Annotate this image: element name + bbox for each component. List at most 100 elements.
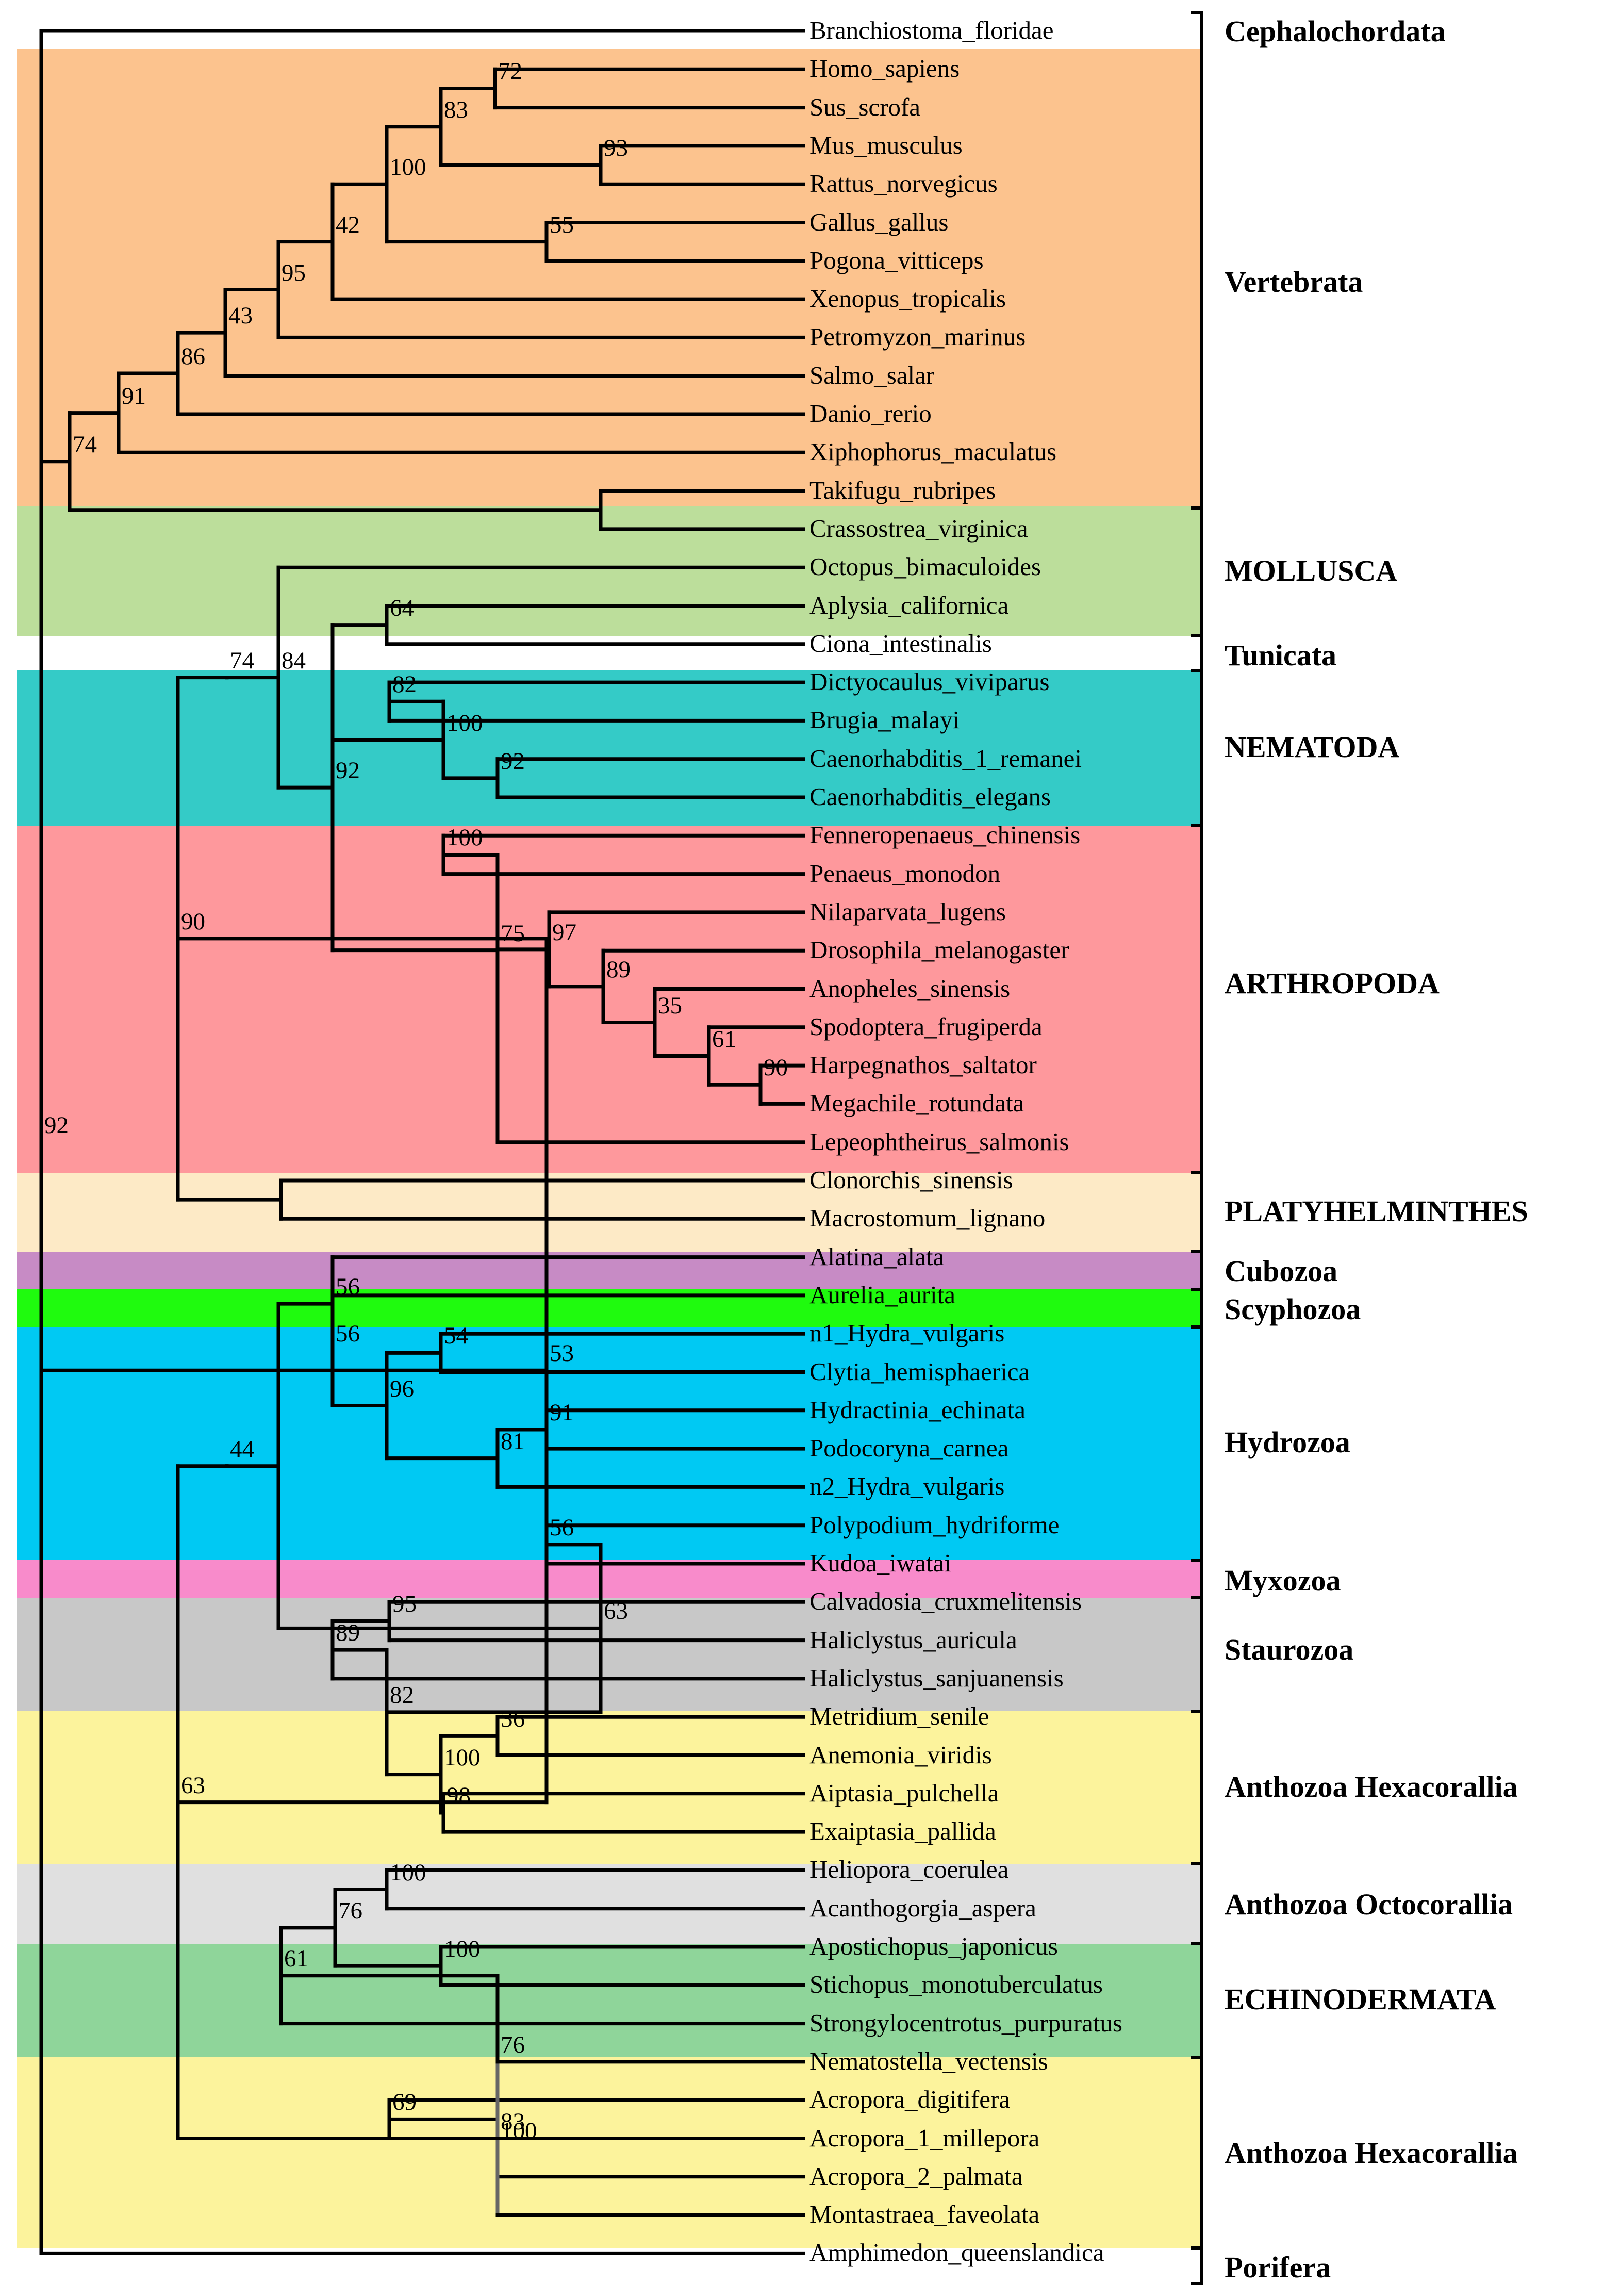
clade-label-myxozoa: Myxozoa: [1225, 1564, 1341, 1597]
taxon-label: Podocoryna_carnea: [809, 1434, 1009, 1463]
taxon-label: Homo_sapiens: [809, 54, 960, 83]
bootstrap-value: 89: [336, 1619, 360, 1647]
bootstrap-value: 64: [390, 594, 414, 621]
bootstrap-value: 95: [392, 1590, 417, 1618]
bootstrap-value: 100: [447, 824, 483, 851]
taxon-label: Clytia_hemisphaerica: [809, 1357, 1030, 1386]
taxon-label: Haliclystus_auricula: [809, 1625, 1017, 1654]
taxon-label: Xiphophorus_maculatus: [809, 437, 1057, 466]
bootstrap-value: 35: [658, 992, 682, 1019]
taxon-label: Stichopus_monotuberculatus: [809, 1970, 1103, 1999]
taxon-label: Takifugu_rubripes: [809, 475, 996, 504]
taxon-label: Megachile_rotundata: [809, 1089, 1024, 1118]
clade-label-echinodermata: ECHINODERMATA: [1225, 1982, 1496, 2016]
band-vertebrata: [17, 49, 1203, 506]
taxon-label: Aurelia_aurita: [809, 1280, 955, 1309]
taxon-label: Aplysia_californica: [809, 591, 1009, 619]
bootstrap-value: 92: [44, 1111, 69, 1139]
taxon-label: Branchiostoma_floridae: [809, 16, 1054, 44]
bootstrap-value: 95: [282, 259, 306, 286]
band-platyhelminthes: [17, 1173, 1203, 1252]
taxon-label: Salmo_salar: [809, 360, 935, 389]
bootstrap-value: 82: [390, 1681, 414, 1709]
taxon-label: Xenopus_tropicalis: [809, 284, 1006, 313]
taxon-label: Metridium_senile: [809, 1702, 989, 1731]
taxon-label: n2_Hydra_vulgaris: [809, 1472, 1005, 1501]
bootstrap-value: 89: [606, 956, 631, 983]
bootstrap-value: 75: [501, 920, 525, 947]
taxon-label: Acropora_2_palmata: [809, 2161, 1023, 2190]
band-echinodermata: [17, 1944, 1203, 2057]
taxon-label: Aiptasia_pulchella: [809, 1778, 999, 1807]
bootstrap-value: 83: [501, 2108, 525, 2135]
bootstrap-value: 56: [336, 1273, 360, 1301]
bootstrap-value: 100: [447, 709, 483, 736]
bootstrap-value: 56: [550, 1514, 574, 1541]
bootstrap-value: 55: [550, 211, 574, 238]
bootstrap-value: 81: [501, 1428, 525, 1455]
bootstrap-value: 76: [501, 2031, 525, 2058]
taxon-label: Acropora_1_millepora: [809, 2123, 1040, 2152]
clade-label-mollusca: MOLLUSCA: [1225, 554, 1398, 587]
taxon-label: Polypodium_hydriforme: [809, 1510, 1060, 1539]
bootstrap-value: 90: [181, 908, 205, 935]
bootstrap-value: 86: [181, 343, 205, 370]
taxon-label: Fenneropenaeus_chinensis: [809, 821, 1081, 849]
bootstrap-value: 74: [230, 647, 254, 674]
bootstrap-value: 92: [501, 747, 525, 775]
bootstrap-value: 100: [390, 154, 426, 181]
band-myxozoa: [17, 1560, 1203, 1598]
taxon-label: Clonorchis_sinensis: [809, 1166, 1013, 1194]
taxon-label: Ciona_intestinalis: [809, 629, 992, 658]
clade-label-anthozoa-hexacorallia: Anthozoa Hexacorallia: [1225, 2136, 1518, 2170]
taxon-label: Heliopora_coerulea: [809, 1855, 1009, 1884]
clade-label-anthozoa-hexacorallia: Anthozoa Hexacorallia: [1225, 1770, 1518, 1803]
taxon-label: Amphimedon_queenslandica: [809, 2238, 1104, 2267]
clade-label-scyphozoa: Scyphozoa: [1225, 1292, 1361, 1326]
taxon-label: Exaiptasia_pallida: [809, 1817, 996, 1846]
clade-label-staurozoa: Staurozoa: [1225, 1633, 1354, 1666]
taxon-label: Pogona_vitticeps: [809, 245, 984, 274]
bootstrap-value: 91: [550, 1399, 574, 1426]
taxon-label: n1_Hydra_vulgaris: [809, 1319, 1005, 1348]
bootstrap-value: 61: [712, 1025, 736, 1053]
taxon-label: Hydractinia_echinata: [809, 1395, 1026, 1424]
bootstrap-value: 74: [73, 431, 97, 458]
taxon-label: Kudoa_iwatai: [809, 1549, 951, 1577]
taxon-label: Anemonia_viridis: [809, 1740, 992, 1769]
bootstrap-value: 76: [338, 1897, 362, 1924]
clade-label-cubozoa: Cubozoa: [1225, 1254, 1338, 1288]
bootstrap-value: 43: [228, 302, 253, 330]
taxon-label: Macrostomum_lignano: [809, 1204, 1046, 1233]
taxon-label: Dictyocaulus_viviparus: [809, 667, 1050, 696]
bootstrap-value: 56: [336, 1320, 360, 1347]
bootstrap-value: 82: [392, 671, 417, 698]
bootstrap-value: 90: [764, 1054, 788, 1081]
bootstrap-value: 72: [498, 58, 522, 85]
clade-label-nematoda: NEMATODA: [1225, 730, 1400, 764]
bootstrap-value: 98: [447, 1782, 471, 1809]
band-nematoda: [17, 670, 1203, 826]
taxon-label: Alatina_alata: [809, 1242, 945, 1271]
clade-label-anthozoa-octocorallia: Anthozoa Octocorallia: [1225, 1888, 1513, 1921]
bootstrap-value: 63: [181, 1772, 205, 1799]
taxon-label: Gallus_gallus: [809, 207, 949, 236]
taxon-label: Strongylocentrotus_purpuratus: [809, 2008, 1122, 2037]
taxon-label: Spodoptera_frugiperda: [809, 1012, 1043, 1041]
taxon-label: Calvadosia_cruxmelitensis: [809, 1587, 1082, 1616]
taxon-label: Octopus_bimaculoides: [809, 552, 1041, 581]
taxon-label: Anopheles_sinensis: [809, 974, 1011, 1003]
band-staurozoa: [17, 1598, 1203, 1711]
tree-branches: [39, 29, 805, 2255]
band-arthropoda: [17, 826, 1203, 1173]
taxon-label: Danio_rerio: [809, 399, 932, 428]
bootstrap-value: 100: [444, 1936, 481, 1963]
bootstrap-value: 63: [604, 1598, 628, 1625]
taxon-label: Penaeus_monodon: [809, 859, 1001, 888]
band-hexacorallia-1: [17, 1711, 1203, 1864]
taxon-label: Sus_scrofa: [809, 92, 921, 121]
clade-label-hydrozoa: Hydrozoa: [1225, 1425, 1350, 1459]
bootstrap-value: 53: [550, 1340, 574, 1367]
